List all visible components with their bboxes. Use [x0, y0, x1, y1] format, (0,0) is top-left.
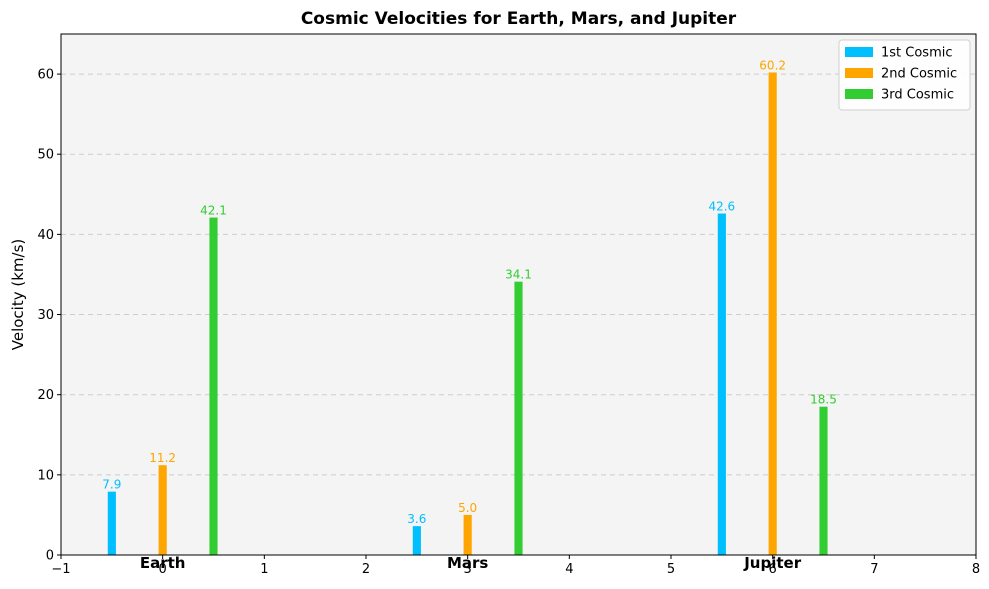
y-tick-label: 0 [46, 549, 54, 564]
legend-entry: 2nd Cosmic [881, 67, 957, 82]
bar-value-label: 42.1 [200, 204, 227, 218]
bar-value-label: 42.6 [708, 200, 735, 214]
bar-value-label: 34.1 [505, 268, 532, 282]
bar-value-label: 18.5 [810, 393, 837, 407]
legend-swatch [845, 47, 873, 57]
bar [463, 514, 472, 555]
bar-value-label: 60.2 [759, 58, 786, 72]
y-axis: 0 10 20 30 40 50 60 [37, 68, 61, 564]
bar [158, 465, 167, 555]
legend-entry: 1st Cosmic [881, 46, 953, 61]
bar [768, 72, 777, 555]
bar-value-label: 11.2 [149, 451, 176, 465]
bars [107, 72, 828, 555]
x-tick-label: 7 [870, 562, 878, 577]
legend-swatch [845, 89, 873, 99]
category-label: Earth [140, 554, 186, 572]
data-labels: 7.9 3.6 42.6 11.2 5.0 60.2 42.1 34.1 18.5 [102, 58, 837, 526]
y-tick-label: 40 [37, 228, 54, 243]
x-axis: −1 0 1 2 3 4 5 6 7 8 [51, 555, 980, 577]
bar-value-label: 3.6 [407, 512, 426, 526]
x-tick-label: 0 [159, 562, 167, 577]
legend: 1st Cosmic 2nd Cosmic 3rd Cosmic [838, 39, 971, 111]
bar [107, 491, 116, 555]
y-axis-label: Velocity (km/s) [9, 239, 27, 350]
bar [209, 217, 218, 555]
y-tick-label: 30 [37, 308, 54, 323]
bar [819, 406, 828, 555]
bar [412, 526, 421, 555]
x-tick-label: 3 [464, 562, 472, 577]
bar [514, 281, 523, 555]
category-label: Mars [447, 554, 488, 572]
y-tick-label: 10 [37, 468, 54, 483]
x-tick-label: 2 [362, 562, 370, 577]
bar-value-label: 7.9 [102, 478, 121, 492]
y-tick-label: 60 [37, 68, 54, 83]
x-tick-label: 6 [769, 562, 777, 577]
category-label: Jupiter [743, 554, 801, 572]
x-tick-label: 4 [565, 562, 573, 577]
x-tick-label: 8 [972, 562, 980, 577]
x-tick-label: 5 [667, 562, 675, 577]
x-tick-label: 1 [260, 562, 268, 577]
legend-entry: 3rd Cosmic [881, 88, 954, 103]
y-tick-label: 20 [37, 388, 54, 403]
y-tick-label: 50 [37, 148, 54, 163]
chart-title: Cosmic Velocities for Earth, Mars, and J… [301, 9, 737, 29]
legend-swatch [845, 68, 873, 78]
plot-frame [60, 33, 977, 556]
category-labels: Earth Mars Jupiter [140, 554, 802, 572]
x-tick-label: −1 [51, 562, 70, 577]
bar-value-label: 5.0 [458, 501, 477, 515]
bar [717, 213, 726, 555]
